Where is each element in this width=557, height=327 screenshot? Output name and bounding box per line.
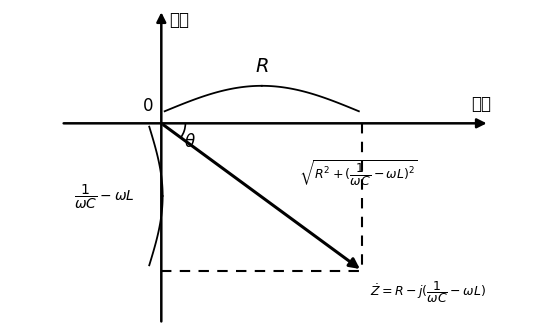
Text: $\sqrt{R^2 + (\dfrac{1}{\omega C} - \omega L)^2}$: $\sqrt{R^2 + (\dfrac{1}{\omega C} - \ome… [299, 159, 417, 188]
Text: $0$: $0$ [142, 97, 153, 115]
Text: $R$: $R$ [255, 57, 268, 76]
Text: 実軸: 実軸 [471, 96, 491, 113]
Text: $\dfrac{1}{\omega C} - \omega L$: $\dfrac{1}{\omega C} - \omega L$ [74, 183, 135, 211]
Text: $\theta$: $\theta$ [183, 133, 196, 151]
Text: 虚軸: 虚軸 [169, 11, 189, 29]
Text: $\dot{Z} = R - j(\dfrac{1}{\omega C} - \omega L)$: $\dot{Z} = R - j(\dfrac{1}{\omega C} - \… [370, 279, 486, 304]
